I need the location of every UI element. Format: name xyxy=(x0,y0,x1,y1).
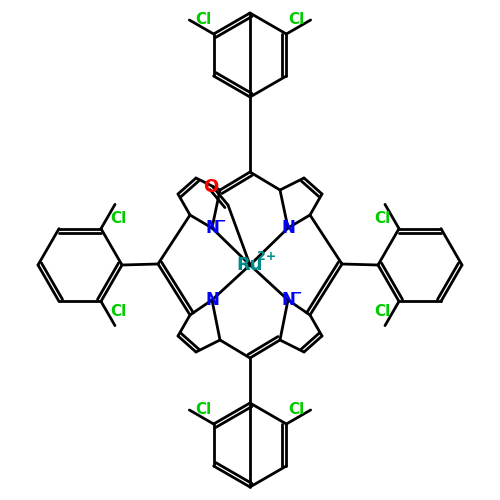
Text: 2+: 2+ xyxy=(258,250,276,262)
Text: Cl: Cl xyxy=(374,304,390,319)
Text: Cl: Cl xyxy=(110,304,126,319)
Text: Cl: Cl xyxy=(110,211,126,226)
Text: Cl: Cl xyxy=(196,12,212,28)
Text: Cl: Cl xyxy=(288,12,304,28)
Text: N: N xyxy=(281,219,295,237)
Text: N: N xyxy=(281,291,295,309)
Text: Cl: Cl xyxy=(288,402,304,417)
Text: Cl: Cl xyxy=(374,211,390,226)
Text: N: N xyxy=(205,219,219,237)
Text: O: O xyxy=(204,178,218,196)
Text: −: − xyxy=(216,214,226,228)
Text: Ru: Ru xyxy=(237,256,263,274)
Text: N: N xyxy=(205,291,219,309)
Text: Cl: Cl xyxy=(196,402,212,417)
Text: −: − xyxy=(292,286,302,300)
